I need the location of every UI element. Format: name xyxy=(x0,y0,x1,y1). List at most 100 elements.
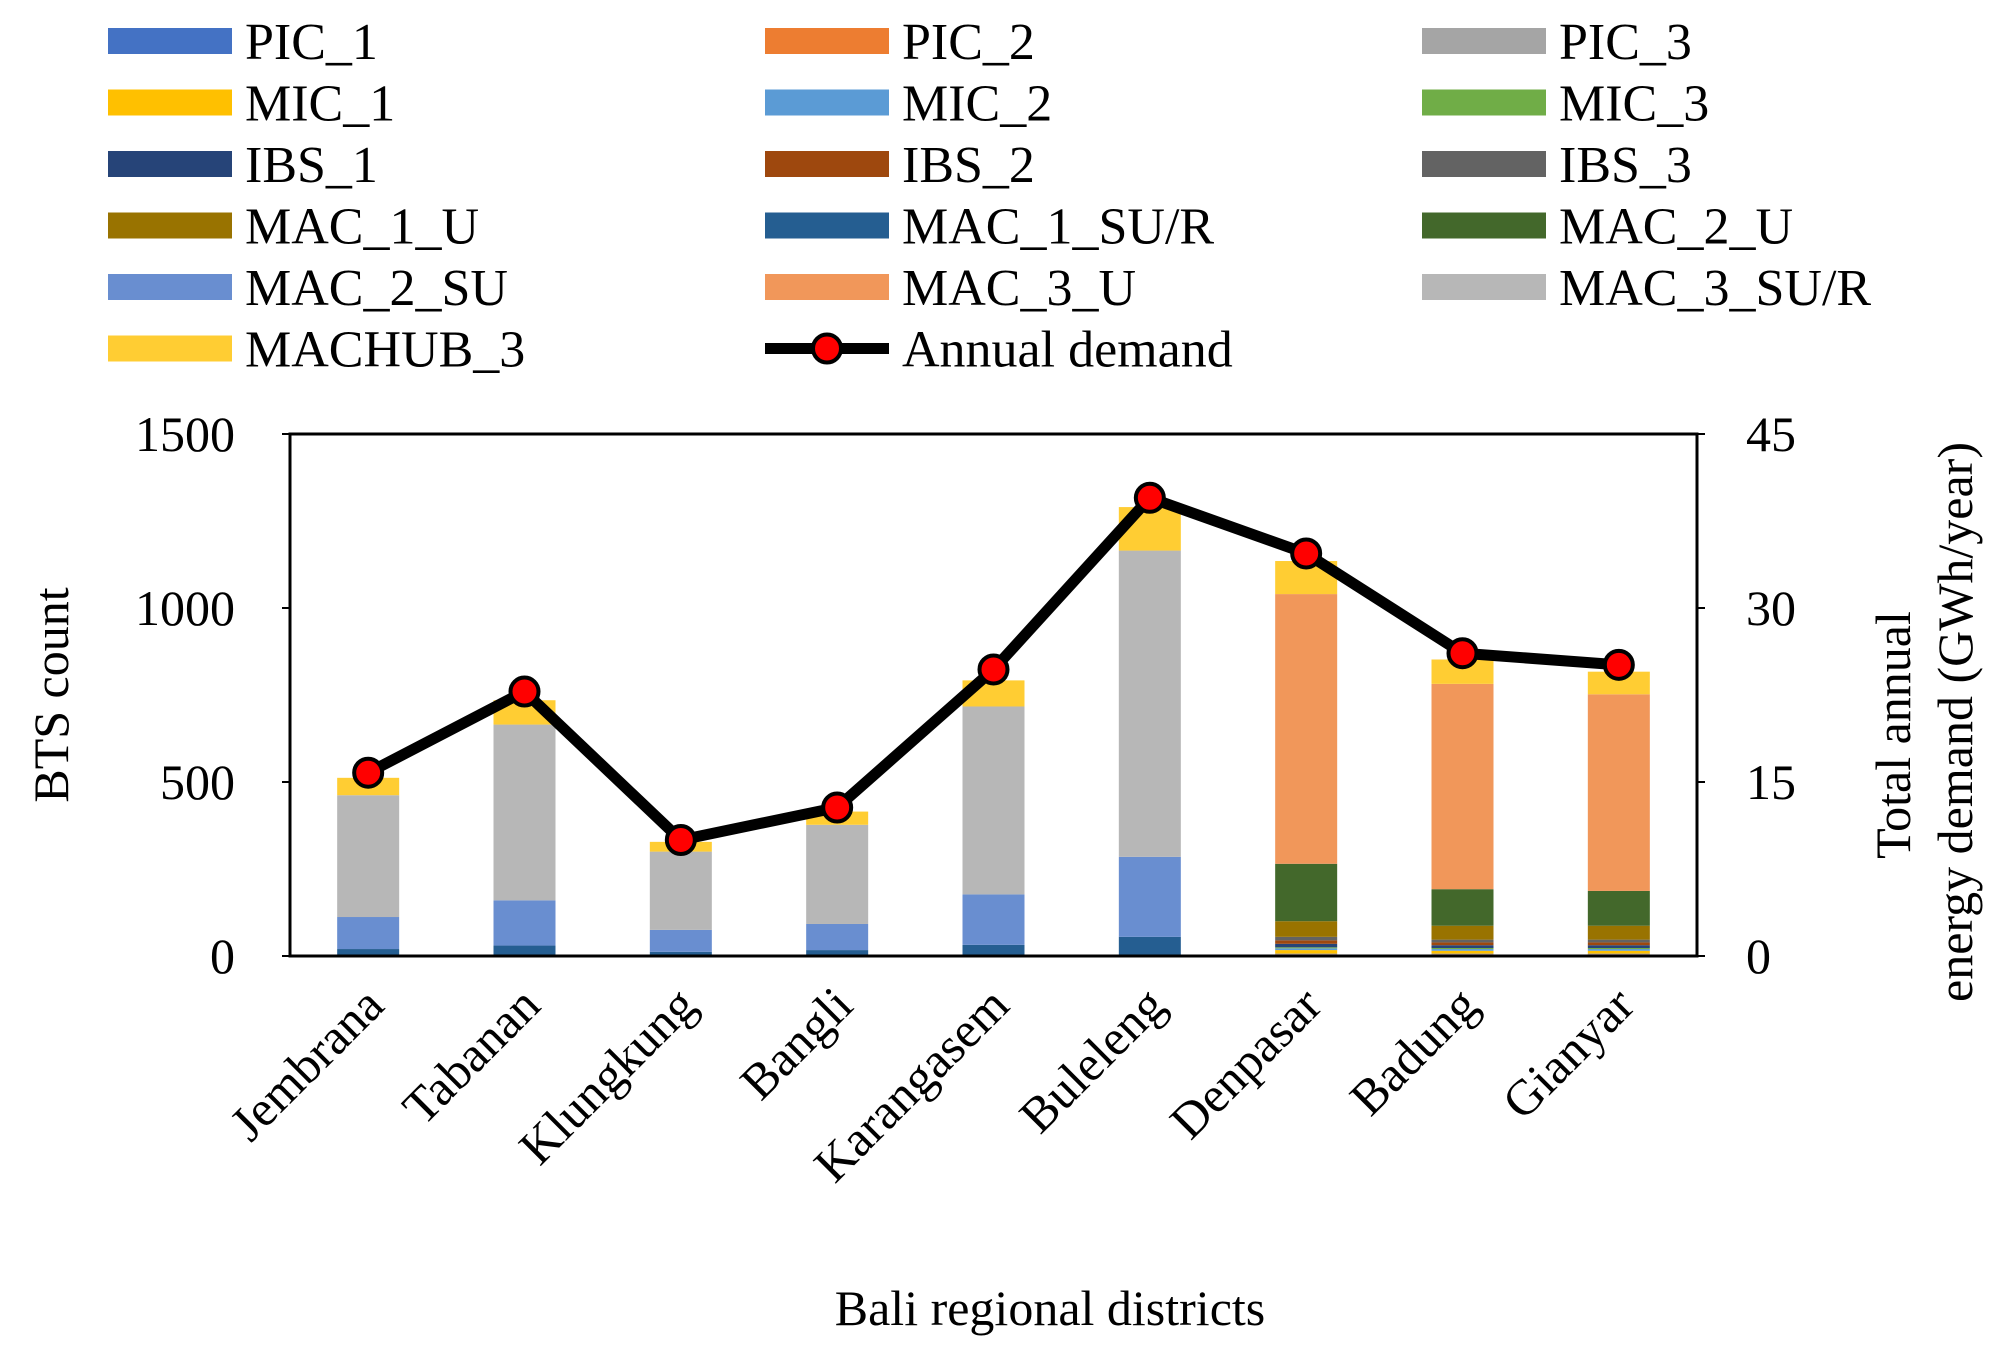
annual-demand-point-buleleng xyxy=(1133,481,1166,514)
y2-tick-label-45: 45 xyxy=(1746,406,1796,462)
legend-label-mac-3-u: MAC_3_U xyxy=(902,260,1136,317)
bar-segment-buleleng-mac-3-su-r xyxy=(1118,550,1181,857)
bar-segment-jembrana-mac-3-su-r xyxy=(337,795,400,918)
legend-swatch-mic-1 xyxy=(108,89,232,116)
demand-line-group xyxy=(352,481,1635,856)
y2-axis-title-line-1: Total annual xyxy=(1865,611,1921,859)
legend-label-machub-3: MACHUB_3 xyxy=(245,322,525,379)
bar-segment-bangli-mac-1-su-r xyxy=(806,950,869,956)
bar-segment-denpasar-mic-1 xyxy=(1275,950,1338,954)
legend-swatch-mac-3-u xyxy=(765,274,889,300)
bar-segment-gianyar-mac-2-u xyxy=(1587,890,1650,926)
bar-segment-denpasar-mic-2 xyxy=(1275,948,1338,951)
legend-label-ibs-2: IBS_2 xyxy=(902,137,1035,194)
bar-segment-gianyar-machub-3 xyxy=(1587,671,1650,695)
x-tick-label-jembrana: Jembrana xyxy=(219,976,394,1151)
legend-label-pic-2: PIC_2 xyxy=(902,14,1035,71)
legend-swatch-mic-2 xyxy=(765,89,889,116)
annual-demand-point-karangasem xyxy=(977,653,1010,686)
legend-label-pic-3: PIC_3 xyxy=(1559,14,1692,71)
annual-demand-point-klungkung xyxy=(664,824,697,856)
legend-swatch-machub-3 xyxy=(108,335,232,362)
x-axis-title: Bali regional districts xyxy=(835,1280,1265,1336)
bar-segment-karangasem-mac-3-su-r xyxy=(962,706,1025,895)
y-tick-label-1000: 1000 xyxy=(135,580,235,636)
legend-label-mac-3-su-r: MAC_3_SU/R xyxy=(1559,260,1871,317)
bar-segment-denpasar-pic-3 xyxy=(1275,953,1338,955)
y2-tick-label-15: 15 xyxy=(1746,754,1796,810)
bar-segment-gianyar-ibs-1 xyxy=(1587,945,1650,948)
legend-swatch-pic-3 xyxy=(1422,28,1546,54)
legend-swatch-pic-1 xyxy=(108,28,232,54)
legend-label-mac-2-u: MAC_2_U xyxy=(1559,199,1793,256)
bar-segment-badung-mic-1 xyxy=(1431,950,1494,954)
legend-swatch-ibs-3 xyxy=(1422,151,1546,177)
legend-swatch-mac-1-su-r xyxy=(765,212,889,239)
bar-segment-denpasar-mac-1-u xyxy=(1275,921,1338,937)
bar-segment-tabanan-mac-1-su-r xyxy=(493,945,556,956)
legend-swatch-mac-2-u xyxy=(1422,212,1546,239)
bar-segment-gianyar-mic-1 xyxy=(1587,950,1650,954)
x-tick-label-badung: Badung xyxy=(1339,976,1489,1126)
legend-label-mac-1-u: MAC_1_U xyxy=(245,199,479,256)
bar-segment-badung-ibs-2 xyxy=(1431,942,1494,946)
bar-segment-denpasar-ibs-3 xyxy=(1275,936,1338,941)
bar-segment-badung-ibs-1 xyxy=(1431,945,1494,948)
legend-label-ibs-1: IBS_1 xyxy=(245,137,378,194)
legend-swatch-mac-3-su-r xyxy=(1422,274,1546,300)
bar-segment-denpasar-mac-2-u xyxy=(1275,863,1338,922)
y2-tick-label-0: 0 xyxy=(1746,928,1771,984)
legend-swatch-mac-1-u xyxy=(108,212,232,239)
bar-segment-buleleng-mac-1-su-r xyxy=(1118,936,1181,956)
y-axis-title: BTS count xyxy=(23,587,79,802)
legend-label-mic-1: MIC_1 xyxy=(245,76,395,133)
annual-demand-point-bangli xyxy=(821,791,854,824)
y-axis-ticks: 0 500 1000 1500 xyxy=(135,406,290,984)
legend-label-mic-3: MIC_3 xyxy=(1559,76,1709,133)
y2-tick-label-30: 30 xyxy=(1746,580,1796,636)
bar-segment-klungkung-mac-1-su-r xyxy=(649,951,712,956)
bar-segment-gianyar-mac-1-u xyxy=(1587,925,1650,940)
bar-segment-badung-mic-2 xyxy=(1431,949,1494,951)
bar-segment-badung-mac-1-u xyxy=(1431,925,1494,940)
legend-swatch-ibs-2 xyxy=(765,151,889,177)
annual-demand-point-gianyar xyxy=(1602,648,1635,681)
legend-label-annual-demand: Annual demand xyxy=(902,322,1233,379)
bar-segment-gianyar-pic-3 xyxy=(1587,953,1650,955)
legend-swatch-pic-2 xyxy=(765,28,889,54)
bar-segment-karangasem-mac-1-su-r xyxy=(962,944,1025,956)
x-tick-label-buleleng: Buleleng xyxy=(1008,976,1175,1143)
annual-demand-point-badung xyxy=(1446,637,1479,670)
bar-segment-badung-mic-3 xyxy=(1431,948,1494,950)
y2-axis-title-line-2: energy demand (GWh/year) xyxy=(1927,442,1983,1002)
bar-segment-gianyar-mac-3-u xyxy=(1587,694,1650,891)
bar-segment-gianyar-ibs-3 xyxy=(1587,939,1650,943)
bar-segment-badung-pic-3 xyxy=(1431,953,1494,955)
x-tick-label-tabanan: Tabanan xyxy=(391,976,550,1135)
bar-segment-gianyar-mic-3 xyxy=(1587,948,1650,950)
bar-segment-gianyar-mic-2 xyxy=(1587,949,1650,951)
bar-segment-buleleng-mac-2-su xyxy=(1118,856,1181,937)
bar-segment-badung-mac-2-u xyxy=(1431,889,1494,926)
x-tick-label-denpasar: Denpasar xyxy=(1159,976,1332,1149)
legend-swatch-mac-2-su xyxy=(108,274,232,300)
bar-segment-denpasar-mic-3 xyxy=(1275,947,1338,949)
x-tick-label-gianyar: Gianyar xyxy=(1491,976,1645,1130)
y2-axis-ticks: 0 15 30 45 xyxy=(1697,406,1796,984)
bar-segment-denpasar-ibs-1 xyxy=(1275,943,1338,948)
bar-segment-karangasem-mac-2-su xyxy=(962,894,1025,945)
annual-demand-point-jembrana xyxy=(352,756,385,789)
annual-demand-point-denpasar xyxy=(1290,537,1323,570)
bar-segment-tabanan-mac-2-su xyxy=(493,900,556,946)
legend-label-mic-2: MIC_2 xyxy=(902,76,1052,133)
bar-segment-bangli-mac-2-su xyxy=(806,923,869,951)
bar-segment-badung-ibs-3 xyxy=(1431,939,1494,943)
bar-segment-denpasar-ibs-2 xyxy=(1275,940,1338,944)
plot-area-frame xyxy=(288,432,1699,958)
bar-segment-badung-mac-3-u xyxy=(1431,683,1494,890)
legend-label-mac-1-su-r: MAC_1_SU/R xyxy=(902,199,1214,256)
legend-swatch-ibs-1 xyxy=(108,151,232,177)
legend: PIC_1 PIC_2 PIC_3 MIC_1 MIC_2 MIC_3 IBS_1 IBS_2… xyxy=(108,14,1871,379)
